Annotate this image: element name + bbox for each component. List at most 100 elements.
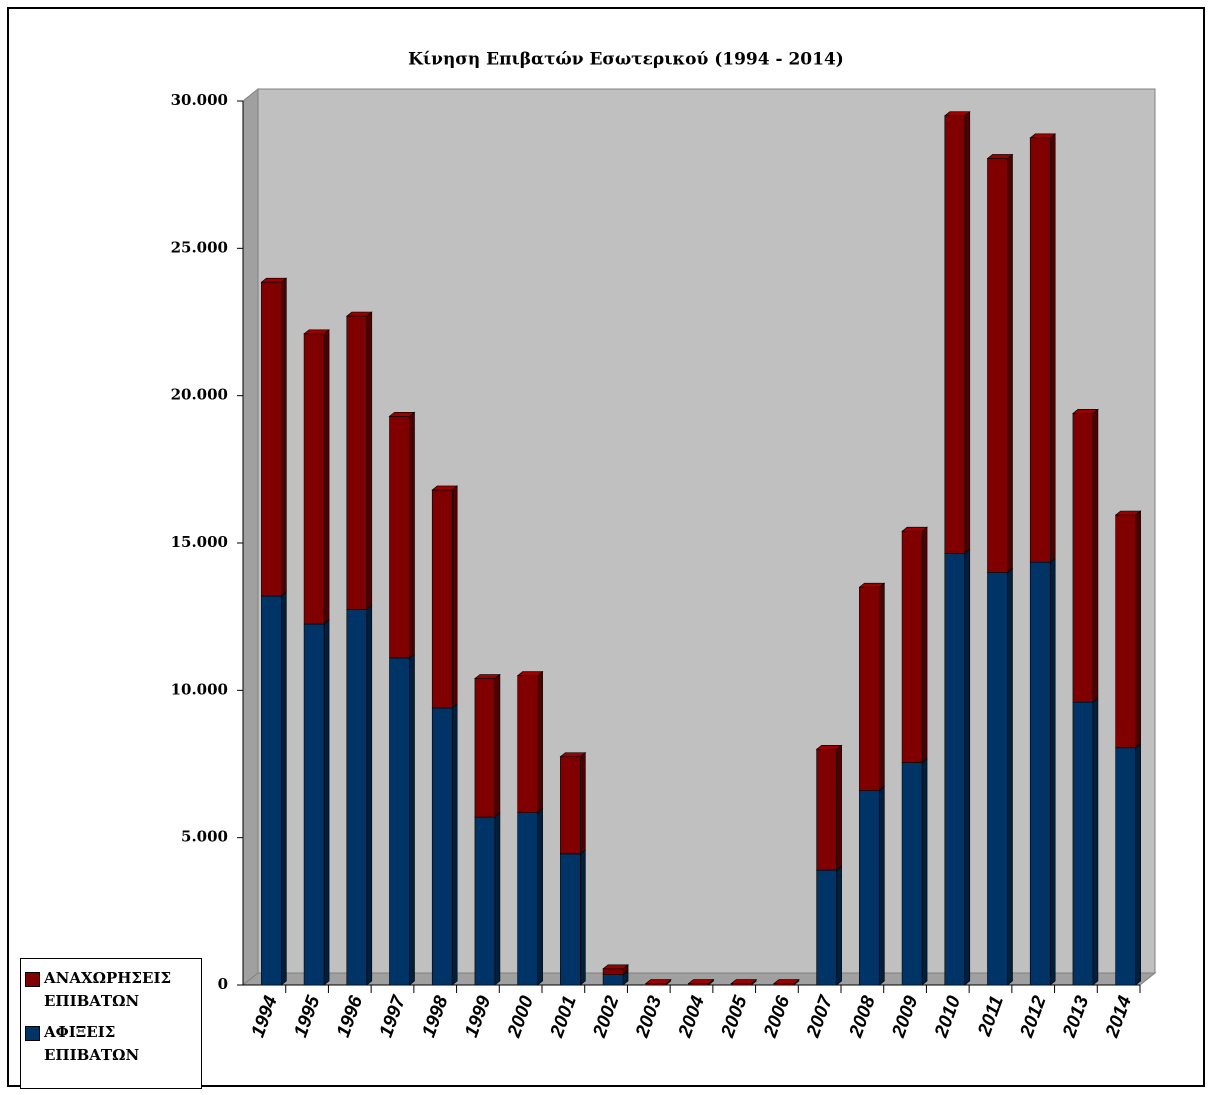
bar xyxy=(987,158,1008,573)
bar-top xyxy=(815,744,843,750)
bar xyxy=(474,678,496,818)
x-tick-label: 1995 xyxy=(290,993,324,1040)
x-tick-label: 2008 xyxy=(845,993,880,1041)
bar-top xyxy=(388,411,416,417)
bar xyxy=(1115,747,1136,986)
bar-side xyxy=(537,807,543,986)
bar-side xyxy=(1007,567,1013,986)
bar-top xyxy=(943,111,971,117)
chart-title: Κίνηση Επιβατών Εσωτερικού (1994 - 2014) xyxy=(408,50,844,70)
legend-swatch xyxy=(25,972,40,987)
bar-top xyxy=(1072,409,1099,414)
bar xyxy=(431,707,453,986)
bar-side xyxy=(409,411,415,659)
x-tick-label: 2004 xyxy=(674,993,709,1041)
bar-side xyxy=(323,619,330,986)
y-tick-label: 5.000 xyxy=(181,828,228,846)
bar xyxy=(389,415,410,659)
bar-side xyxy=(580,752,586,855)
bar-top xyxy=(644,979,672,984)
bar xyxy=(303,623,325,986)
x-tick-label: 2006 xyxy=(760,993,795,1041)
bar-top xyxy=(858,582,886,588)
x-tick-label: 1999 xyxy=(461,993,495,1040)
bar xyxy=(901,762,923,986)
bar-top xyxy=(1114,510,1142,516)
bar-side xyxy=(836,865,842,986)
x-tick-label: 2011 xyxy=(974,993,1008,1040)
bar-side xyxy=(1007,153,1013,574)
x-tick-label: 1997 xyxy=(376,992,411,1040)
bar-side xyxy=(281,277,287,597)
bar xyxy=(901,530,923,763)
bar-side xyxy=(451,703,458,986)
x-tick-label: 2002 xyxy=(589,993,624,1041)
y-tick-label: 10.000 xyxy=(171,680,228,698)
bar-side xyxy=(921,757,928,986)
bar-top xyxy=(345,311,373,317)
bar xyxy=(859,586,880,791)
bar xyxy=(816,869,837,986)
bar-side xyxy=(323,329,330,625)
bar-side xyxy=(281,591,287,986)
bar xyxy=(346,315,368,610)
bar-side xyxy=(1135,743,1141,986)
bar xyxy=(1029,137,1051,563)
bar xyxy=(517,812,538,986)
bar-side xyxy=(366,604,373,986)
bar-side xyxy=(366,311,373,610)
chart-border xyxy=(7,7,1205,1087)
x-tick-label: 2010 xyxy=(931,993,966,1041)
bar xyxy=(944,115,966,554)
bar-top xyxy=(260,277,288,283)
x-tick-label: 1996 xyxy=(333,993,367,1040)
x-tick-label: 2013 xyxy=(1059,993,1094,1041)
y-tick-label: 25.000 xyxy=(171,238,228,256)
x-tick-label: 2003 xyxy=(632,993,667,1041)
bar-top xyxy=(602,964,629,970)
bar xyxy=(816,748,837,871)
bar xyxy=(987,572,1008,986)
bar xyxy=(859,790,880,986)
bar xyxy=(1029,561,1051,986)
legend-item: ΑΦΙΞΕΙΣ ΕΠΙΒΑΤΩΝ xyxy=(25,1021,197,1067)
bar xyxy=(389,657,410,986)
bar-top xyxy=(730,979,758,984)
bar-side xyxy=(879,785,885,986)
bar-side xyxy=(1049,133,1056,563)
bar-top xyxy=(303,329,330,335)
bar-side xyxy=(409,653,415,986)
bar xyxy=(303,333,325,625)
bar-side xyxy=(1135,510,1141,749)
bar xyxy=(1072,413,1094,703)
y-tick-label: 20.000 xyxy=(171,386,228,404)
bar-top xyxy=(516,671,544,676)
legend-item: ΑΝΑΧΩΡΗΣΕΙΣ ΕΠΙΒΑΤΩΝ xyxy=(25,967,197,1013)
x-tick-label: 2014 xyxy=(1102,993,1137,1041)
bar-side xyxy=(836,744,842,871)
y-tick-label: 0 xyxy=(218,975,228,993)
bar-top xyxy=(1029,133,1057,139)
bar-side xyxy=(879,582,885,792)
bar xyxy=(602,968,624,975)
bar xyxy=(261,595,282,986)
bar-side xyxy=(1092,408,1099,703)
bar xyxy=(346,608,368,986)
y-tick-label: 15.000 xyxy=(171,533,228,551)
bar xyxy=(474,816,496,986)
bar xyxy=(517,675,538,813)
bar xyxy=(261,281,282,597)
bar-side xyxy=(921,526,928,764)
bar xyxy=(1072,701,1094,986)
bar-side xyxy=(580,849,586,986)
side-wall xyxy=(242,87,259,987)
bar-side xyxy=(537,670,543,814)
bar-side xyxy=(451,485,458,709)
bar-top xyxy=(901,526,928,532)
bar-top xyxy=(559,752,587,757)
legend-swatch xyxy=(25,1026,40,1041)
x-tick-label: 1994 xyxy=(248,993,282,1040)
bar-side xyxy=(1092,697,1099,986)
bar-top xyxy=(773,979,800,984)
